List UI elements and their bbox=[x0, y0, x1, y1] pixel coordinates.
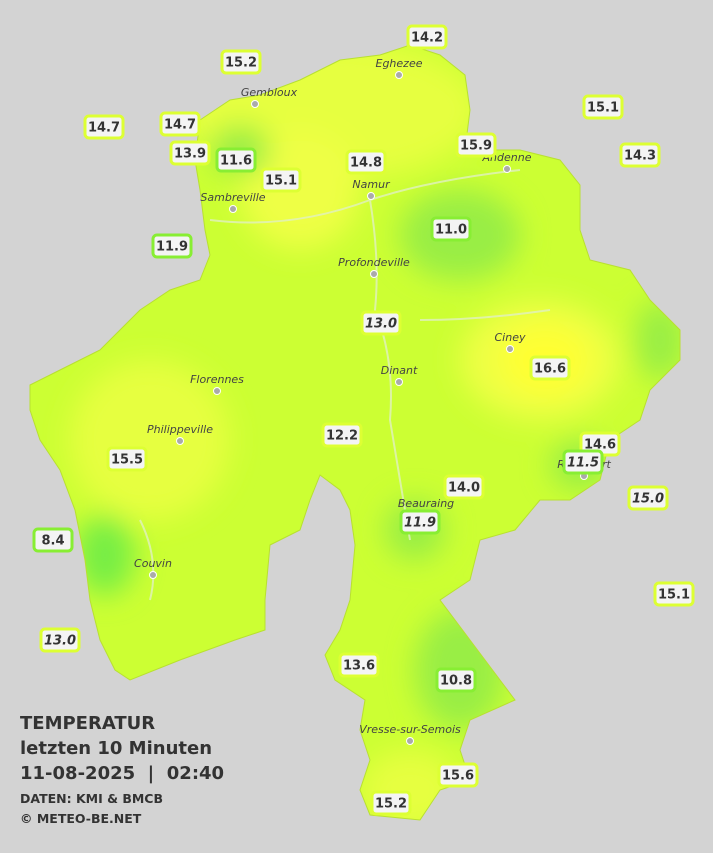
station-temperature: 16.6 bbox=[534, 362, 566, 377]
city-name: Profondeville bbox=[338, 256, 410, 269]
city-name: Vresse-sur-Semois bbox=[359, 723, 461, 736]
station-box bbox=[159, 111, 201, 137]
copyright: © METEO-BE.NET bbox=[20, 811, 142, 826]
station-temperature: 11.0 bbox=[435, 223, 467, 238]
station-box bbox=[338, 652, 380, 678]
city-dot bbox=[395, 71, 403, 79]
station-box bbox=[345, 149, 387, 175]
station-temperature: 15.0 bbox=[632, 492, 664, 507]
station-temperature: 15.9 bbox=[460, 139, 492, 154]
city-name: Philippeville bbox=[147, 423, 213, 436]
city-name: Eghezee bbox=[376, 57, 423, 70]
city-dot bbox=[213, 387, 221, 395]
station-box bbox=[83, 114, 125, 140]
timestamp: 11-08-2025 | 02:40 bbox=[20, 763, 224, 784]
city-dot bbox=[503, 165, 511, 173]
city-dot bbox=[395, 378, 403, 386]
city-name: Beauraing bbox=[398, 497, 454, 510]
station-box bbox=[32, 527, 74, 553]
city-dot bbox=[229, 205, 237, 213]
station-temperature: 11.5 bbox=[567, 456, 599, 471]
station-box bbox=[370, 790, 412, 816]
city-name: Couvin bbox=[134, 557, 172, 570]
city-dot bbox=[367, 192, 375, 200]
station-temperature: 15.1 bbox=[265, 174, 297, 189]
station-box bbox=[582, 94, 624, 120]
station-temperature: 14.7 bbox=[164, 118, 196, 133]
station-box bbox=[215, 147, 257, 173]
station-temperature: 13.6 bbox=[343, 659, 375, 674]
city-name: Dinant bbox=[381, 364, 418, 377]
station-temperature: 15.6 bbox=[442, 769, 474, 784]
city-dot bbox=[406, 737, 414, 745]
station-box bbox=[220, 49, 262, 75]
station-box bbox=[619, 142, 661, 168]
data-source: DATEN: KMI & BMCB bbox=[20, 791, 163, 806]
city-name: Gembloux bbox=[241, 86, 298, 99]
station-box bbox=[260, 167, 302, 193]
city-name: Sambreville bbox=[200, 191, 265, 204]
station-box bbox=[562, 449, 604, 475]
station-temperature: 11.6 bbox=[220, 154, 252, 169]
station-temperature: 15.1 bbox=[587, 101, 619, 116]
city-dot bbox=[370, 270, 378, 278]
station-temperature: 15.1 bbox=[658, 588, 690, 603]
city-name: Florennes bbox=[190, 373, 244, 386]
station-temperature: 11.9 bbox=[404, 516, 436, 531]
city-name: Namur bbox=[352, 178, 391, 191]
station-temperature: 15.2 bbox=[225, 56, 257, 71]
station-box bbox=[455, 132, 497, 158]
title: TEMPERATUR bbox=[20, 713, 155, 734]
station-box bbox=[106, 446, 148, 472]
station-box bbox=[399, 509, 441, 535]
station-temperature: 8.4 bbox=[41, 534, 64, 549]
city-dot bbox=[149, 571, 157, 579]
station-temperature: 12.2 bbox=[326, 429, 358, 444]
station-box bbox=[321, 422, 363, 448]
station-temperature: 14.7 bbox=[88, 121, 120, 136]
station-box bbox=[529, 355, 571, 381]
station-temperature: 10.8 bbox=[440, 674, 472, 689]
station-box bbox=[437, 762, 479, 788]
station-box bbox=[430, 216, 472, 242]
station-temperature: 14.3 bbox=[624, 149, 656, 164]
station-temperature: 14.2 bbox=[411, 31, 443, 46]
station-box bbox=[435, 667, 477, 693]
station-box bbox=[653, 581, 695, 607]
station-temperature: 13.0 bbox=[44, 634, 76, 649]
station-temperature: 11.9 bbox=[156, 240, 188, 255]
station-temperature: 14.8 bbox=[350, 156, 382, 171]
city-dot bbox=[176, 437, 184, 445]
city-name: Ciney bbox=[495, 331, 526, 344]
station-box bbox=[406, 24, 448, 50]
station-temperature: 15.5 bbox=[111, 453, 143, 468]
station-box bbox=[39, 627, 81, 653]
station-temperature: 14.0 bbox=[448, 481, 480, 496]
station-box bbox=[360, 310, 402, 336]
station-box bbox=[627, 485, 669, 511]
city-dot bbox=[506, 345, 514, 353]
station-temperature: 13.0 bbox=[365, 317, 397, 332]
station-temperature: 13.9 bbox=[174, 147, 206, 162]
city-dot bbox=[251, 100, 259, 108]
station-temperature: 15.2 bbox=[375, 797, 407, 812]
station-temperature: 14.6 bbox=[584, 438, 616, 453]
station-box bbox=[169, 140, 211, 166]
station-box bbox=[151, 233, 193, 259]
subtitle: letzten 10 Minuten bbox=[20, 738, 212, 759]
station-box bbox=[443, 474, 485, 500]
